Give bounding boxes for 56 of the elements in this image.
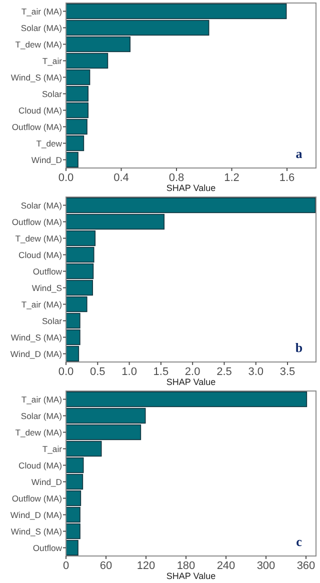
y-tick-label: Solar (MA) <box>20 410 62 421</box>
x-tick-label: 0.8 <box>168 172 184 184</box>
x-tick-label: 0.0 <box>58 172 74 184</box>
y-tick-label: Wind_S (MA) <box>10 72 62 82</box>
x-tick-label: 60 <box>100 560 112 572</box>
x-tick-label: 0.0 <box>58 366 74 378</box>
x-tick-label: 120 <box>136 560 156 572</box>
y-tick-label: Solar <box>42 316 62 326</box>
y-tick-label: Outflow <box>32 266 63 276</box>
x-tick-label: 360 <box>296 560 316 572</box>
y-tick-label: Solar (MA) <box>20 200 62 210</box>
x-tick-label: 0.4 <box>114 172 129 184</box>
annotation: a <box>296 146 303 161</box>
y-tick-label: T_dew (MA) <box>15 427 62 438</box>
y-tick-label: Cloud (MA) <box>18 105 62 116</box>
x-tick-label: 0 <box>62 560 70 572</box>
y-tick-label: Wind_S <box>32 282 62 293</box>
y-tick-label: T_dew (MA) <box>15 39 62 50</box>
y-tick-label: Wind_S (MA) <box>10 332 62 342</box>
x-tick-label: 1.0 <box>122 366 137 378</box>
y-tick-label: T_air (MA) <box>21 394 62 404</box>
x-tick-label: 1.6 <box>279 172 295 184</box>
x-tick-label: 0.5 <box>90 366 106 378</box>
y-tick-label: Wind_D <box>31 476 62 487</box>
annotation: c <box>296 534 302 549</box>
annotation: b <box>295 340 303 355</box>
y-tick-label: T_air (MA) <box>21 6 62 16</box>
x-tick-label: 1.5 <box>153 366 169 378</box>
y-tick-label: T_air (MA) <box>21 299 62 310</box>
y-tick-label: Cloud (MA) <box>18 250 62 260</box>
x-axis-title: SHAP Value <box>166 377 216 387</box>
x-tick-label: 3.5 <box>280 366 296 378</box>
x-tick-label: 2.5 <box>216 366 232 378</box>
x-axis-title: SHAP Value <box>166 571 216 581</box>
x-tick-label: 1.2 <box>224 172 240 184</box>
y-tick-label: T_dew (MA) <box>15 233 62 244</box>
x-axis-title: SHAP Value <box>166 183 216 193</box>
x-tick-label: 2.0 <box>184 366 200 378</box>
y-tick-label: Solar <box>42 88 62 99</box>
x-tick-label: 240 <box>216 560 236 572</box>
y-tick-label: Outflow (MA) <box>12 122 62 132</box>
y-tick-label: Wind_D (MA) <box>10 510 62 520</box>
y-tick-label: Cloud (MA) <box>18 460 62 470</box>
y-tick-label: Outflow (MA) <box>12 493 62 504</box>
x-tick-label: 3.0 <box>248 366 264 378</box>
y-tick-label: T_air <box>42 444 62 454</box>
y-tick-label: Wind_D <box>31 154 62 165</box>
y-tick-label: Outflow (MA) <box>12 216 62 227</box>
y-tick-label: Outflow <box>32 542 63 553</box>
x-tick-label: 300 <box>256 560 276 572</box>
y-tick-label: Wind_D (MA) <box>10 348 62 359</box>
y-tick-label: T_air <box>42 56 62 66</box>
x-tick-label: 180 <box>176 560 196 572</box>
y-tick-label: Wind_S (MA) <box>10 526 62 536</box>
y-tick-label: T_dew <box>36 138 63 148</box>
y-tick-label: Solar (MA) <box>20 22 62 33</box>
